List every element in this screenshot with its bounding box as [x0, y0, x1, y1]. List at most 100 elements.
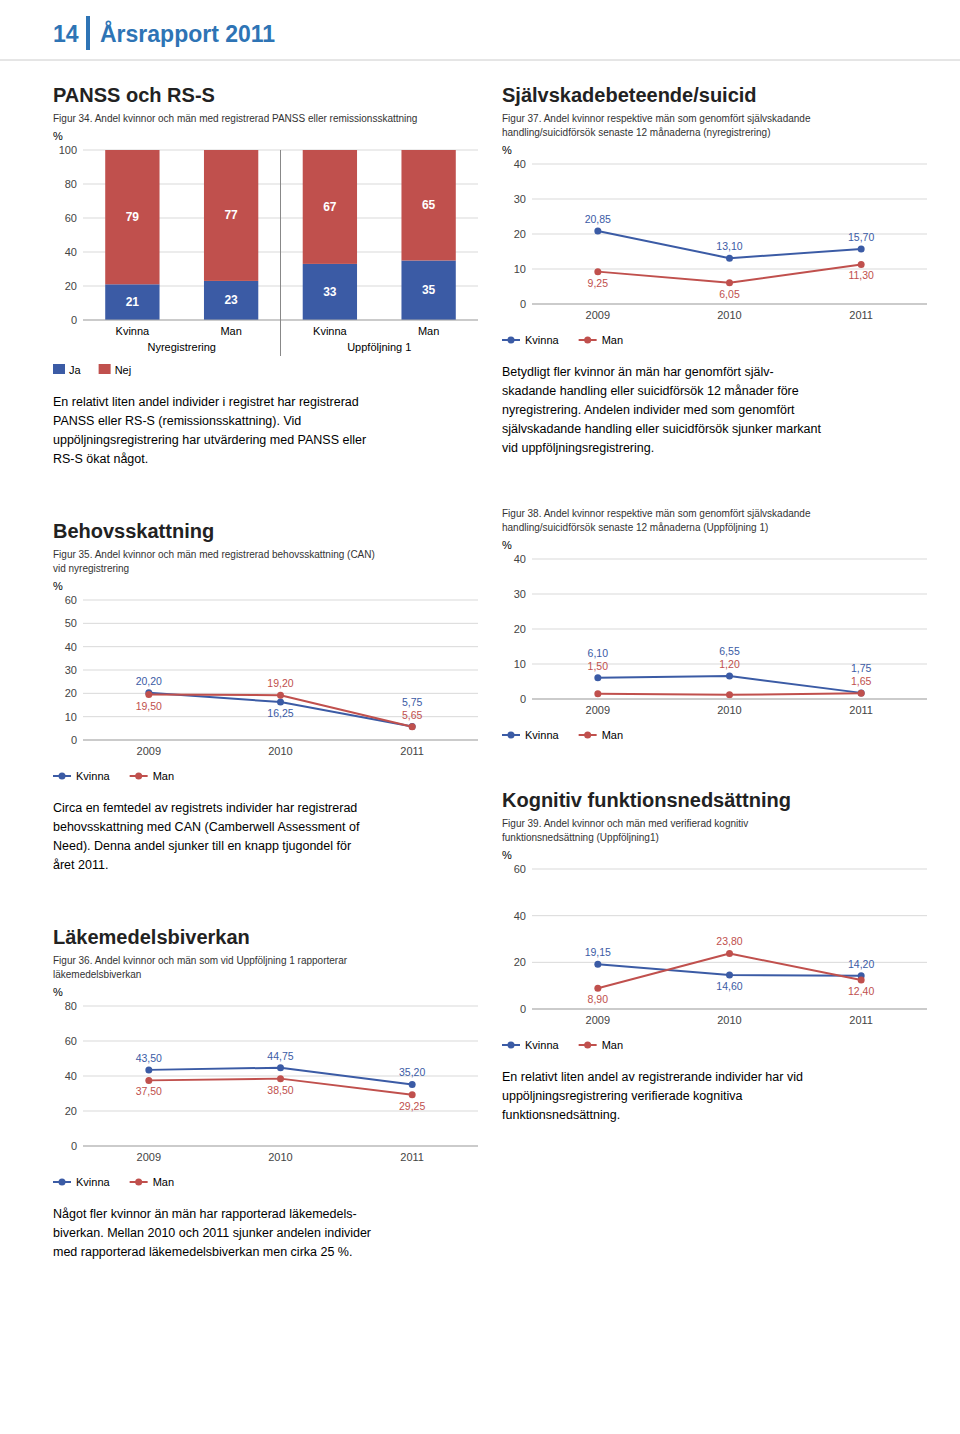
y-tick-label: 60 [65, 212, 77, 224]
data-label: 38,50 [267, 1084, 293, 1096]
grid-line [532, 594, 927, 595]
caption: Figur 37. Andel kvinnor respektive män s… [502, 113, 811, 138]
y-tick-label: 40 [514, 553, 526, 565]
series-marker [858, 689, 865, 696]
legend-label: Man [602, 729, 623, 741]
data-label: 29,25 [399, 1100, 425, 1112]
y-tick-label: 0 [71, 1140, 77, 1152]
legend-swatch-marker [584, 337, 591, 344]
y-tick-label: 20 [514, 623, 526, 635]
grid-line [532, 164, 927, 165]
series-marker [277, 699, 284, 706]
group-label: Nyregistrering [148, 341, 216, 353]
legend-label: Kvinna [525, 1039, 560, 1051]
y-axis-label: % [53, 580, 63, 592]
series-marker [594, 690, 601, 697]
data-label: 6,05 [719, 288, 740, 300]
grid-line [83, 623, 478, 624]
y-tick-label: 30 [514, 588, 526, 600]
data-label: 77 [224, 208, 238, 222]
data-label: 5,65 [402, 709, 423, 721]
bar-segment [204, 281, 258, 320]
y-tick-label: 40 [65, 641, 77, 653]
grid-line [532, 915, 927, 916]
data-label: 21 [126, 295, 140, 309]
bar-segment [303, 150, 357, 264]
x-tick-label: 2010 [717, 1014, 741, 1026]
series-marker [145, 1066, 152, 1073]
data-label: 19,20 [267, 677, 293, 689]
data-label: 15,70 [848, 231, 874, 243]
bar-segment [204, 150, 258, 281]
y-tick-label: 20 [514, 956, 526, 968]
y-axis-label: % [53, 986, 63, 998]
y-tick-label: 80 [65, 178, 77, 190]
annotation: En relativt liten andel individer i regi… [53, 395, 366, 466]
legend-label: Man [602, 1039, 623, 1051]
grid-line [83, 600, 478, 601]
y-tick-label: 30 [514, 193, 526, 205]
y-tick-label: 20 [65, 280, 77, 292]
data-label: 19,15 [585, 946, 611, 958]
y-tick-label: 60 [65, 594, 77, 606]
category-label: Man [220, 325, 241, 337]
grid-line [83, 1041, 478, 1042]
x-tick-label: 2009 [137, 745, 161, 757]
x-axis [532, 304, 927, 305]
chart-title: Läkemedelsbiverkan [53, 926, 250, 948]
y-tick-label: 20 [65, 1105, 77, 1117]
x-tick-label: 2010 [717, 309, 741, 321]
y-tick-label: 50 [65, 617, 77, 629]
series-marker [594, 985, 601, 992]
data-label: 23,80 [716, 935, 742, 947]
series-marker [409, 723, 416, 730]
y-tick-label: 100 [59, 144, 77, 156]
y-tick-label: 10 [65, 711, 77, 723]
chart: BehovsskattningFigur 35. Andel kvinnor o… [53, 520, 478, 872]
legend-label: Kvinna [525, 729, 560, 741]
plot-data [145, 1064, 415, 1098]
series-marker [726, 950, 733, 957]
data-label: 67 [323, 200, 337, 214]
series-marker [594, 961, 601, 968]
y-tick-label: 40 [514, 910, 526, 922]
legend-swatch [99, 364, 111, 374]
x-tick-label: 2011 [849, 309, 873, 321]
series-marker [726, 971, 733, 978]
series-marker [277, 1075, 284, 1082]
chart-title: Kognitiv funktionsnedsättning [502, 789, 791, 811]
labels: 6,101,506,551,201,751,65 [588, 645, 872, 687]
y-tick-label: 30 [65, 664, 77, 676]
legend-label: Man [153, 770, 174, 782]
y-tick-label: 0 [71, 734, 77, 746]
chart: Figur 38. Andel kvinnor respektive män s… [502, 508, 927, 741]
chart-title: Självskadebeteende/suicid [502, 84, 757, 106]
y-axis-label: % [502, 144, 512, 156]
data-label: 19,50 [136, 700, 162, 712]
legend-swatch-marker [135, 773, 142, 780]
legend-swatch [53, 364, 65, 374]
data-label: 1,20 [719, 658, 740, 670]
page-number: 14 [53, 21, 79, 47]
plot-data [594, 950, 864, 992]
series-marker [145, 1077, 152, 1084]
labels: 43,5037,5044,7538,5035,2029,25 [136, 1050, 426, 1112]
x-axis [532, 1009, 927, 1010]
data-label: 23 [224, 293, 238, 307]
data-label: 14,20 [848, 958, 874, 970]
page: 14Årsrapport 2011PANSS och RS-SFigur 34.… [0, 0, 960, 1434]
x-tick-label: 2009 [586, 309, 610, 321]
annotation: Circa en femtedel av registrets individe… [53, 801, 360, 872]
caption: Figur 38. Andel kvinnor respektive män s… [502, 508, 811, 533]
grid-line [532, 1009, 927, 1010]
bar-segment [401, 150, 455, 261]
series-marker [409, 723, 416, 730]
legend-label: Man [602, 334, 623, 346]
x-tick-label: 2011 [849, 704, 873, 716]
grid-line [83, 670, 478, 671]
series-line [149, 695, 412, 727]
y-tick-label: 40 [65, 246, 77, 258]
data-label: 20,85 [585, 213, 611, 225]
x-axis [83, 740, 478, 741]
data-label: 6,10 [588, 647, 609, 659]
